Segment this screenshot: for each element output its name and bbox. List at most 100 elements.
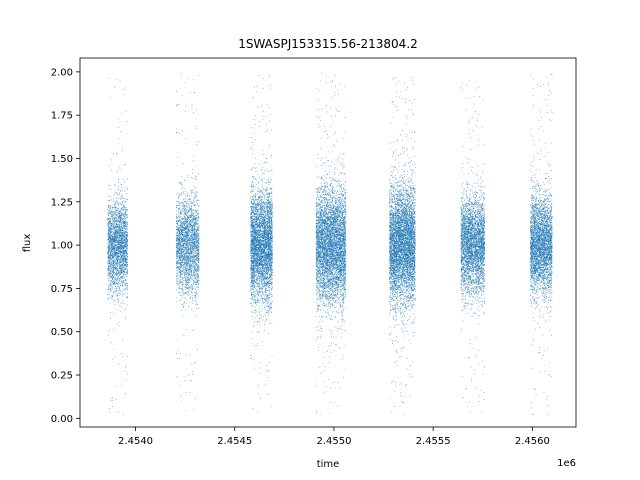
data-point — [121, 226, 122, 227]
data-point — [108, 232, 109, 233]
data-point — [109, 244, 110, 245]
data-point — [194, 279, 195, 280]
data-point — [127, 356, 128, 357]
data-point — [198, 281, 199, 282]
data-point — [189, 199, 190, 200]
data-point — [121, 239, 122, 240]
data-point — [122, 233, 123, 234]
data-point — [187, 224, 188, 225]
data-point — [111, 243, 112, 244]
data-point — [122, 202, 123, 203]
data-point — [110, 185, 111, 186]
data-point — [113, 291, 114, 292]
data-point — [186, 241, 187, 242]
data-point — [187, 219, 188, 220]
data-point — [115, 269, 116, 270]
data-point — [108, 234, 109, 235]
data-point — [109, 408, 110, 409]
data-point — [191, 266, 192, 267]
data-point — [117, 172, 118, 173]
data-point — [125, 316, 126, 317]
data-point — [125, 229, 126, 230]
data-point — [110, 259, 111, 260]
data-point — [125, 250, 126, 251]
data-point — [116, 399, 117, 400]
data-point — [125, 207, 126, 208]
data-point — [124, 236, 125, 237]
data-point — [126, 193, 127, 194]
data-point — [115, 265, 116, 266]
data-point — [179, 293, 180, 294]
data-point — [110, 247, 111, 248]
data-point — [190, 271, 191, 272]
data-point — [120, 234, 121, 235]
data-point — [190, 209, 191, 210]
data-point — [185, 209, 186, 210]
data-point — [117, 280, 118, 281]
data-point — [187, 221, 188, 222]
data-point — [112, 237, 113, 238]
data-point — [125, 286, 126, 287]
data-point — [188, 263, 189, 264]
data-point — [182, 222, 183, 223]
data-point — [193, 255, 194, 256]
data-point — [110, 242, 111, 243]
data-point — [178, 263, 179, 264]
data-point — [126, 255, 127, 256]
data-point — [193, 271, 194, 272]
data-point — [192, 192, 193, 193]
data-point — [193, 288, 194, 289]
data-point — [121, 256, 122, 257]
data-point — [114, 227, 115, 228]
data-point — [185, 259, 186, 260]
data-point — [177, 272, 178, 273]
data-point — [195, 248, 196, 249]
data-point — [189, 216, 190, 217]
data-point — [114, 292, 115, 293]
data-point — [117, 208, 118, 209]
data-point — [179, 202, 180, 203]
data-point — [198, 221, 199, 222]
data-point — [123, 218, 124, 219]
data-point — [123, 211, 124, 212]
data-point — [111, 241, 112, 242]
data-point — [176, 353, 177, 354]
data-point — [124, 238, 125, 239]
data-point — [116, 248, 117, 249]
data-point — [183, 229, 184, 230]
data-point — [122, 253, 123, 254]
data-point — [182, 246, 183, 247]
data-point — [110, 218, 111, 219]
data-point — [109, 260, 110, 261]
data-point — [189, 219, 190, 220]
data-point — [182, 202, 183, 203]
data-point — [197, 252, 198, 253]
data-point — [185, 297, 186, 298]
data-point — [113, 221, 114, 222]
data-point — [124, 191, 125, 192]
data-point — [123, 215, 124, 216]
data-point — [191, 221, 192, 222]
data-point — [118, 218, 119, 219]
data-point — [182, 285, 183, 286]
data-point — [108, 210, 109, 211]
data-point — [197, 276, 198, 277]
data-point — [125, 245, 126, 246]
data-point — [110, 263, 111, 264]
data-point — [122, 294, 123, 295]
data-point — [178, 271, 179, 272]
data-point — [179, 253, 180, 254]
data-point — [109, 241, 110, 242]
data-point — [114, 245, 115, 246]
data-point — [185, 217, 186, 218]
data-point — [123, 205, 124, 206]
data-point — [182, 282, 183, 283]
data-point — [180, 264, 181, 265]
data-point — [115, 226, 116, 227]
data-point — [180, 288, 181, 289]
data-point — [112, 219, 113, 220]
data-point — [182, 262, 183, 263]
data-point — [126, 251, 127, 252]
data-point — [189, 265, 190, 266]
data-point — [109, 255, 110, 256]
